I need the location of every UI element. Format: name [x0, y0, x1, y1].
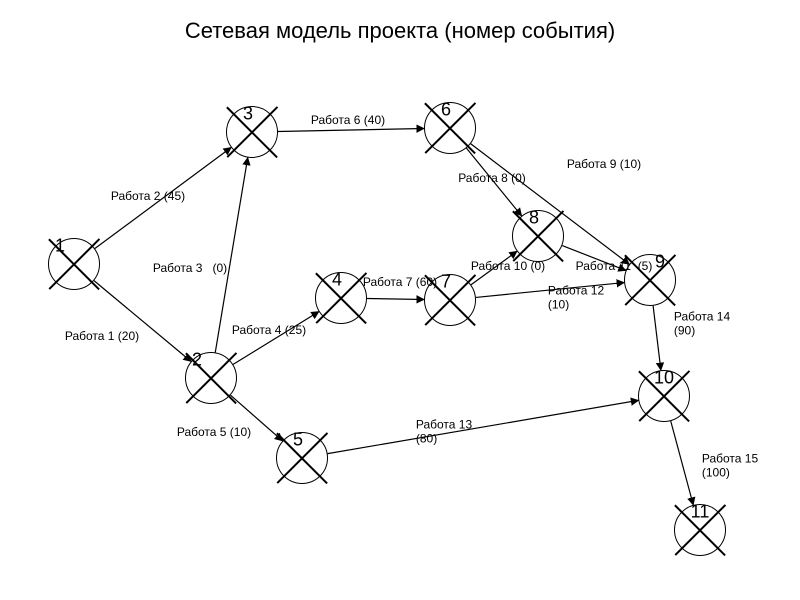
edge: [367, 298, 424, 299]
edge-label: Работа 10 (0): [471, 259, 545, 273]
edge-label: Работа 9 (10): [567, 157, 641, 171]
edge-label: Работа 8 (0): [458, 171, 526, 185]
node-label: 4: [332, 270, 342, 291]
edge-label: Работа 11 (5): [576, 259, 653, 273]
edge-label: Работа 4 (25): [232, 323, 306, 337]
edge-label: Работа 5 (10): [177, 425, 251, 439]
node-label: 3: [243, 104, 253, 125]
edge-label: Работа 2 (45): [111, 189, 185, 203]
edge-label: Работа 1 (20): [65, 329, 139, 343]
node-label: 2: [192, 350, 202, 371]
edge-label: Работа 3 (0): [153, 261, 227, 275]
edge-label: Работа 6 (40): [311, 113, 385, 127]
node-label: 8: [529, 208, 539, 229]
edge-label: Работа 14 (90): [674, 310, 730, 339]
node-label: 1: [55, 236, 65, 257]
edge: [278, 129, 424, 132]
node-label: 10: [654, 368, 674, 389]
node-label: 6: [441, 100, 451, 121]
node-label: 11: [691, 502, 710, 523]
edge-label: Работа 13 (80): [416, 418, 472, 447]
node-label: 5: [293, 430, 303, 451]
edge: [233, 312, 319, 365]
edge-label: Работа 12 (10): [548, 284, 604, 313]
node-label: 7: [441, 272, 451, 293]
edge-label: Работа 15 (100): [702, 452, 758, 481]
edge: [653, 306, 661, 370]
edge: [328, 400, 639, 453]
edge: [671, 421, 694, 505]
edge: [94, 281, 191, 362]
node-label: 9: [655, 252, 665, 273]
edge-label: Работа 7 (60): [363, 275, 437, 289]
diagram-canvas: Сетевая модель проекта (номер события) 1…: [0, 0, 800, 600]
